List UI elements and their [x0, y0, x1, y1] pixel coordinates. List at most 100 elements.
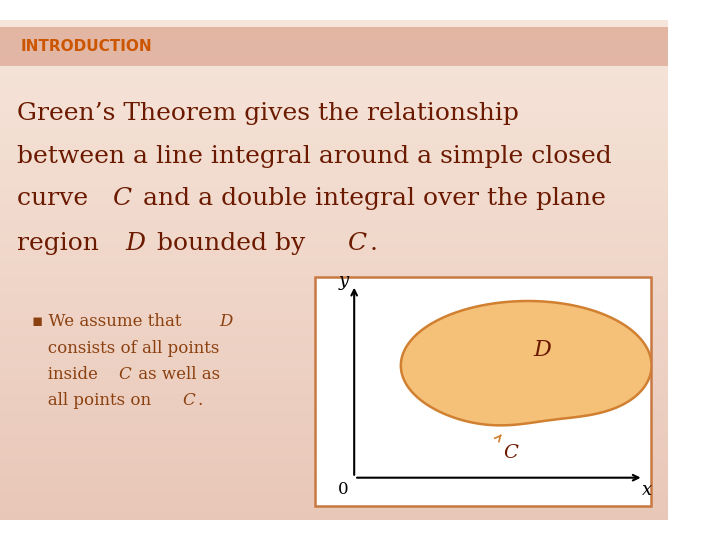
Text: 0: 0 — [338, 481, 348, 498]
Bar — [0, 407, 667, 412]
Bar — [0, 60, 667, 65]
Bar — [0, 319, 667, 324]
Bar — [0, 181, 667, 186]
Bar — [0, 206, 667, 212]
Bar — [0, 469, 667, 475]
Bar — [0, 123, 667, 128]
Bar — [0, 140, 667, 145]
Bar — [0, 111, 667, 116]
Text: as well as: as well as — [133, 367, 220, 383]
Bar — [0, 27, 667, 32]
Text: inside: inside — [32, 367, 104, 383]
Bar — [0, 165, 667, 170]
Bar — [0, 298, 667, 303]
Bar — [0, 223, 667, 228]
Bar — [0, 286, 667, 291]
Bar — [0, 256, 667, 262]
Bar — [0, 486, 667, 491]
Bar — [0, 235, 667, 241]
Bar — [0, 114, 667, 120]
Bar — [0, 511, 667, 516]
Bar — [0, 498, 667, 504]
Bar — [0, 348, 667, 354]
Text: y: y — [339, 272, 349, 290]
Bar — [0, 82, 667, 86]
Bar — [0, 219, 667, 224]
Bar — [0, 361, 667, 366]
Bar — [0, 290, 667, 295]
Bar — [0, 31, 667, 36]
Bar — [0, 39, 667, 45]
Text: and a double integral over the plane: and a double integral over the plane — [135, 187, 606, 210]
Bar — [0, 240, 667, 245]
Bar — [0, 244, 667, 249]
Bar — [0, 432, 667, 437]
Bar — [0, 423, 667, 429]
Bar — [0, 160, 667, 166]
Text: C: C — [112, 187, 131, 210]
Bar — [0, 265, 667, 270]
Text: C: C — [347, 232, 366, 254]
Bar — [0, 373, 667, 379]
Bar — [0, 294, 667, 299]
Bar — [0, 169, 667, 174]
Bar — [0, 202, 667, 207]
Bar — [0, 377, 667, 383]
Bar — [0, 440, 667, 445]
Text: x: x — [642, 481, 652, 499]
Text: consists of all points: consists of all points — [32, 340, 220, 357]
Bar — [0, 390, 667, 395]
Bar — [0, 36, 667, 40]
Bar — [0, 453, 667, 458]
Text: between a line integral around a simple closed: between a line integral around a simple … — [17, 145, 611, 168]
Bar — [0, 232, 667, 237]
Bar — [0, 215, 667, 220]
Bar — [0, 136, 667, 140]
Text: D: D — [534, 339, 552, 361]
Bar — [0, 344, 667, 349]
Bar — [0, 186, 667, 191]
Bar — [0, 353, 667, 357]
Bar — [0, 73, 667, 78]
Bar — [0, 386, 667, 391]
Bar — [0, 106, 667, 111]
Bar — [0, 444, 667, 449]
Bar — [0, 482, 667, 487]
Bar — [0, 403, 667, 408]
Bar — [0, 327, 667, 333]
Bar — [0, 269, 667, 274]
Text: .: . — [370, 232, 378, 254]
Bar — [0, 419, 667, 424]
Bar — [0, 65, 667, 70]
Bar — [0, 357, 667, 362]
Bar — [0, 340, 667, 345]
Bar — [0, 98, 667, 103]
Bar — [0, 94, 667, 99]
Bar — [0, 474, 667, 478]
Bar — [0, 144, 667, 149]
Bar — [0, 490, 667, 495]
Bar — [0, 457, 667, 462]
Bar — [0, 261, 667, 266]
Bar — [0, 77, 667, 82]
Bar — [0, 365, 667, 370]
Bar — [0, 495, 667, 500]
Bar — [0, 311, 667, 316]
Bar — [0, 27, 667, 66]
Bar — [0, 177, 667, 183]
Text: C: C — [182, 393, 195, 409]
Bar — [0, 194, 667, 199]
Bar — [0, 411, 667, 416]
Bar — [0, 90, 667, 94]
Text: INTRODUCTION: INTRODUCTION — [20, 39, 152, 54]
Text: D: D — [219, 313, 232, 329]
Bar — [0, 85, 667, 91]
Bar — [0, 152, 667, 157]
Bar — [0, 44, 667, 49]
Bar — [0, 478, 667, 483]
Bar — [0, 48, 667, 53]
Bar — [0, 119, 667, 124]
Text: D: D — [125, 232, 145, 254]
Bar — [0, 102, 667, 107]
Bar — [0, 307, 667, 312]
